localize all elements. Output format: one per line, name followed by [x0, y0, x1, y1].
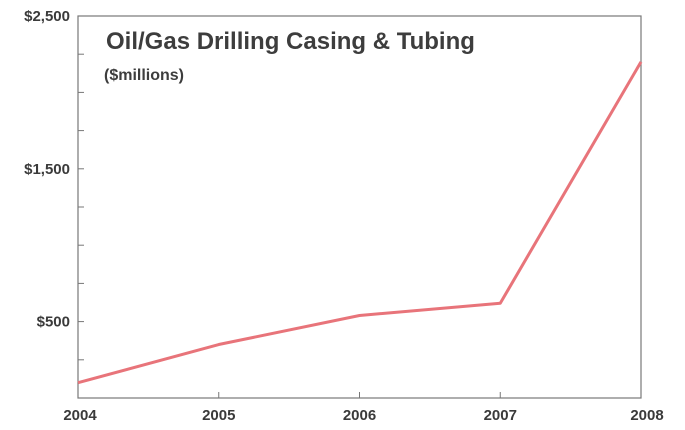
y-tick-label: $1,500 [24, 161, 70, 178]
y-tick-label: $500 [37, 314, 70, 331]
x-axis-labels: 2004 2005 2006 2007 2008 [63, 407, 663, 424]
x-tick-label: 2005 [202, 407, 235, 424]
y-axis-labels: $2,500 $1,500 $500 [24, 8, 70, 331]
series-line [77, 61, 643, 385]
x-tick-label: 2008 [630, 407, 663, 424]
chart-title: Oil/Gas Drilling Casing & Tubing [106, 28, 475, 55]
x-tick-label: 2006 [343, 407, 376, 424]
chart-subtitle: ($millions) [104, 67, 184, 84]
y-minor-ticks [77, 53, 642, 398]
y-tick-label: $2,500 [24, 8, 70, 25]
x-tick-label: 2004 [63, 407, 97, 424]
x-tick-label: 2007 [484, 407, 517, 424]
